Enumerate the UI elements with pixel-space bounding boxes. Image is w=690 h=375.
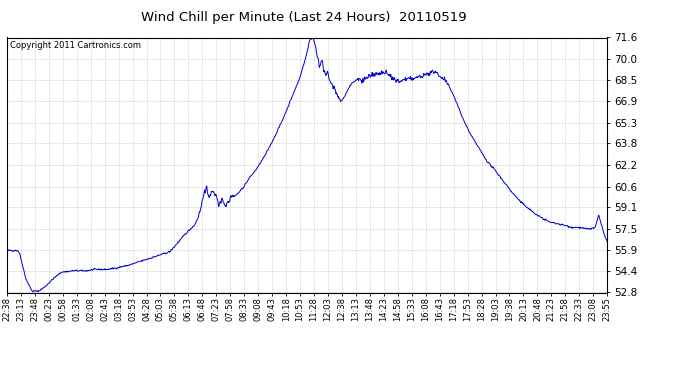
Text: Copyright 2011 Cartronics.com: Copyright 2011 Cartronics.com (10, 41, 141, 50)
Text: Wind Chill per Minute (Last 24 Hours)  20110519: Wind Chill per Minute (Last 24 Hours) 20… (141, 11, 466, 24)
